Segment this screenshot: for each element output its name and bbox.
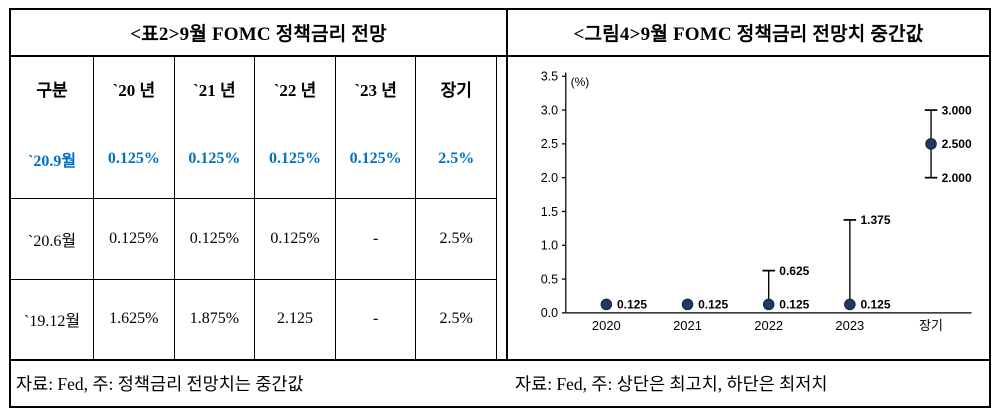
table-cell: 0.125% <box>93 198 175 280</box>
table-cell: - <box>334 278 417 359</box>
svg-text:0.625: 0.625 <box>779 264 809 278</box>
table-cell: 0.125% <box>93 119 175 200</box>
figure-main: <표2>9월 FOMC 정책금리 전망 구분 `20 년 `21 년 `22 년 <box>11 10 989 361</box>
svg-text:2.5: 2.5 <box>541 137 558 151</box>
table-cell: 2.125 <box>254 278 336 359</box>
table-title: <표2>9월 FOMC 정책금리 전망 <box>11 10 506 57</box>
chart-footnote: 자료: Fed, 주: 상단은 최고치, 하단은 최저치 <box>515 374 828 394</box>
table-cell: 2.5% <box>415 119 497 200</box>
row-header: `20.9월 <box>11 119 95 200</box>
table-cell: 1.875% <box>173 278 256 359</box>
table-row: `19.12월 1.625% 1.875% 2.125 - 2.5% <box>11 278 497 359</box>
svg-text:3.0: 3.0 <box>541 103 558 117</box>
figure-footnotes: 자료: Fed, 주: 정책금리 전망치는 중간값 자료: Fed, 주: 상단… <box>11 361 989 406</box>
svg-text:1.375: 1.375 <box>860 213 890 227</box>
row-header: `20.6월 <box>11 198 95 280</box>
median-marker <box>762 298 775 311</box>
svg-text:2022: 2022 <box>754 318 783 333</box>
svg-text:0.125: 0.125 <box>860 298 890 312</box>
svg-text:2.500: 2.500 <box>942 137 972 151</box>
svg-text:0.5: 0.5 <box>541 272 558 286</box>
table-cell: 1.625% <box>93 278 175 359</box>
column-header: `21 년 <box>173 57 256 119</box>
table-wrap: 구분 `20 년 `21 년 `22 년 `23 년 장기 `20.9월 <box>11 57 506 359</box>
chart-panel: <그림4>9월 FOMC 정책금리 전망치 중간값 0.0 0.5 1.0 1.5 2.… <box>506 10 989 359</box>
column-header: 구분 <box>11 57 95 119</box>
svg-text:2020: 2020 <box>592 318 621 333</box>
fomc-projection-figure: <표2>9월 FOMC 정책금리 전망 구분 `20 년 `21 년 `22 년 <box>9 8 991 408</box>
median-marker <box>925 138 937 150</box>
chart-title: <그림4>9월 FOMC 정책금리 전망치 중간값 <box>508 10 989 57</box>
svg-text:1.0: 1.0 <box>541 239 558 253</box>
svg-text:0.125: 0.125 <box>698 298 728 312</box>
median-marker <box>681 298 694 311</box>
svg-text:2.0: 2.0 <box>541 171 558 185</box>
policy-rate-table: 구분 `20 년 `21 년 `22 년 `23 년 장기 `20.9월 <box>11 57 497 359</box>
column-header: 장기 <box>415 57 497 119</box>
svg-text:0.125: 0.125 <box>779 298 809 312</box>
svg-text:2.000: 2.000 <box>942 171 972 185</box>
table-row: `20.9월 0.125% 0.125% 0.125% 0.125% 2.5% <box>11 119 497 200</box>
table-cell: 0.125% <box>173 119 256 200</box>
policy-rate-chart: 0.0 0.5 1.0 1.5 2.0 2.5 3.0 3.5 (%) 0.125 2020 0.12… <box>541 70 972 334</box>
table-cell: 2.5% <box>415 198 497 280</box>
svg-text:2023: 2023 <box>835 318 864 333</box>
table-panel: <표2>9월 FOMC 정책금리 전망 구분 `20 년 `21 년 `22 년 <box>11 10 506 359</box>
svg-text:2021: 2021 <box>673 318 702 333</box>
column-header: `22 년 <box>254 57 336 119</box>
column-header: `23 년 <box>334 57 417 119</box>
svg-text:3.000: 3.000 <box>942 103 972 117</box>
table-row: `20.6월 0.125% 0.125% 0.125% - 2.5% <box>11 198 497 280</box>
svg-text:1.5: 1.5 <box>541 205 558 219</box>
row-header: `19.12월 <box>11 278 95 359</box>
table-cell: - <box>334 198 417 280</box>
column-header: `20 년 <box>93 57 175 119</box>
table-cell: 0.125% <box>173 198 256 280</box>
table-cell: 0.125% <box>254 198 336 280</box>
median-marker <box>600 298 613 311</box>
table-cell: 0.125% <box>334 119 417 200</box>
chart-wrap: 0.0 0.5 1.0 1.5 2.0 2.5 3.0 3.5 (%) 0.125 2020 0.12… <box>508 57 989 359</box>
median-marker <box>844 298 856 311</box>
table-header-row: 구분 `20 년 `21 년 `22 년 `23 년 장기 <box>11 57 497 119</box>
table-footnote: 자료: Fed, 주: 정책금리 전망치는 중간값 <box>16 374 304 394</box>
svg-text:장기: 장기 <box>919 318 943 333</box>
table-cell: 2.5% <box>415 278 497 359</box>
svg-text:3.5: 3.5 <box>541 70 558 84</box>
svg-text:0.0: 0.0 <box>541 306 558 320</box>
svg-text:(%): (%) <box>571 75 590 89</box>
table-cell: 0.125% <box>254 119 336 200</box>
svg-text:0.125: 0.125 <box>617 298 647 312</box>
